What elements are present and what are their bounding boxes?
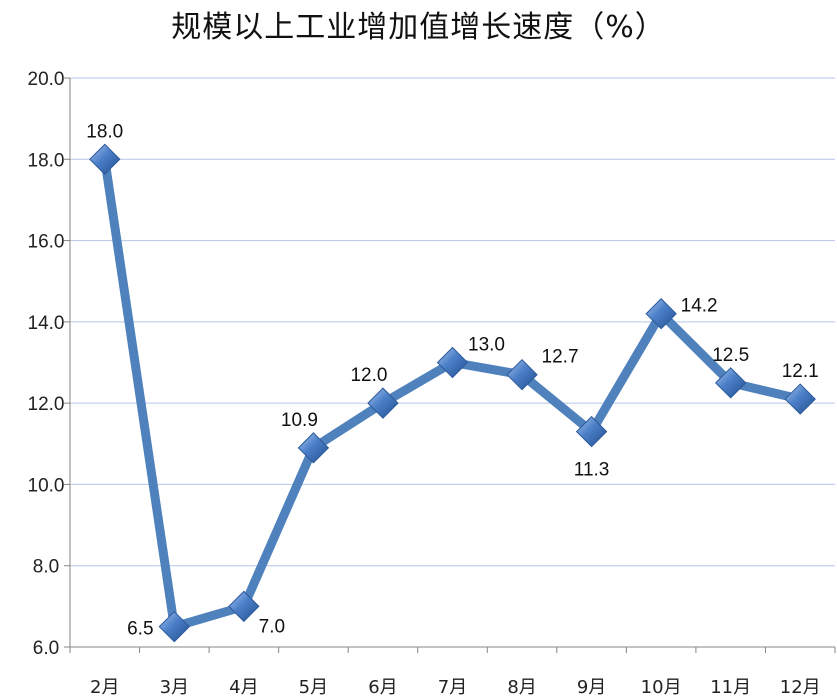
data-points xyxy=(89,143,816,643)
y-tick-label: 16.0 xyxy=(28,232,65,253)
grid-lines xyxy=(70,77,835,567)
data-label: 13.0 xyxy=(468,335,505,356)
x-tick-label: 6月 xyxy=(368,677,397,698)
x-axis-ticks: 2月 3月 4月 5月 6月 7月 8月 9月 10月 11月 12月 xyxy=(69,647,836,698)
y-tick-label: 12.0 xyxy=(28,394,65,415)
data-point-marker xyxy=(506,358,538,391)
data-label: 12.5 xyxy=(712,345,749,366)
x-tick-label: 4月 xyxy=(229,677,258,698)
y-tick-label: 6.0 xyxy=(33,638,59,659)
series-polyline xyxy=(100,158,802,633)
x-tick-label: 3月 xyxy=(160,677,189,698)
data-point-marker xyxy=(436,346,469,379)
data-label: 14.2 xyxy=(681,296,718,317)
axes xyxy=(69,78,835,648)
data-labels: 18.0 6.5 7.0 10.9 12.0 13.0 12.7 11.3 14.2 12.5 12… xyxy=(86,121,818,639)
data-label: 12.0 xyxy=(350,365,387,386)
y-tick-label: 10.0 xyxy=(28,475,65,496)
x-tick-label: 12月 xyxy=(780,677,821,698)
data-point-marker xyxy=(89,143,121,175)
x-tick-label: 7月 xyxy=(438,677,467,698)
data-point-marker xyxy=(575,415,608,448)
y-tick-label: 20.0 xyxy=(28,69,65,90)
data-label: 12.1 xyxy=(782,361,819,382)
x-tick-label: 11月 xyxy=(710,677,751,698)
y-tick-label: 8.0 xyxy=(33,557,59,578)
x-tick-label: 2月 xyxy=(90,677,119,698)
data-point-marker xyxy=(228,590,260,623)
y-tick-label: 18.0 xyxy=(28,150,65,171)
y-tick-label: 14.0 xyxy=(28,313,65,334)
data-label: 6.5 xyxy=(127,619,153,640)
data-label: 18.0 xyxy=(86,121,123,142)
data-point-marker xyxy=(645,298,677,330)
data-label: 10.9 xyxy=(281,410,318,431)
data-point-marker xyxy=(784,383,816,415)
y-axis-ticks: 6.0 8.0 10.0 12.0 14.0 16.0 18.0 20.0 xyxy=(28,69,70,659)
data-point-marker xyxy=(297,432,330,464)
series-line xyxy=(100,158,802,633)
x-tick-label: 5月 xyxy=(299,677,328,698)
data-label: 12.7 xyxy=(542,347,579,368)
data-point-marker xyxy=(158,610,191,643)
chart-title: 规模以上工业增加值增长速度（%） xyxy=(171,10,666,45)
x-tick-label: 10月 xyxy=(641,677,682,698)
x-tick-label: 8月 xyxy=(507,677,536,698)
data-point-marker xyxy=(367,387,399,419)
data-point-marker xyxy=(714,367,747,399)
data-label: 7.0 xyxy=(259,616,285,637)
x-tick-label: 9月 xyxy=(577,677,606,698)
data-label: 11.3 xyxy=(574,460,610,481)
